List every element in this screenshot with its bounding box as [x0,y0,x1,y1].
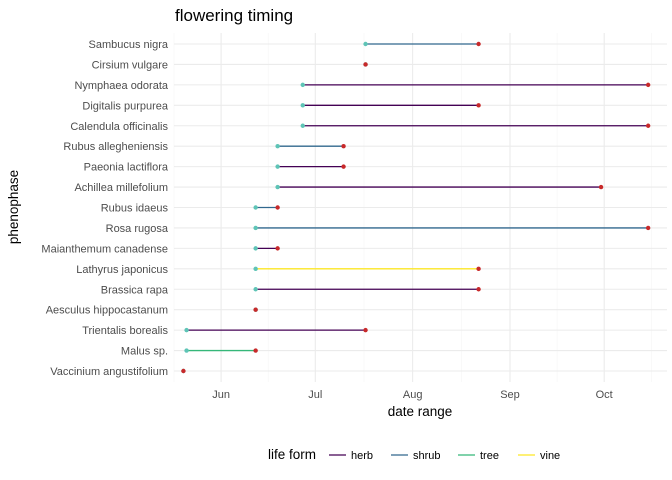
legend-label-vine: vine [540,450,560,462]
end-point [476,266,481,272]
legend-label-shrub: shrub [413,450,441,462]
end-point [363,327,368,333]
start-point [275,164,280,169]
y-tick-label: Lathyrus japonicus [76,264,168,276]
start-point [253,266,258,272]
start-point [184,327,189,333]
points [181,41,651,374]
y-tick-label: Trientalis borealis [82,325,168,337]
legend-title: life form [268,447,316,462]
x-tick-label: Sep [500,389,520,401]
end-point [363,62,368,67]
y-tick-label: Rubus allegheniensis [63,141,168,153]
legend: life form herb shrub tree vine [268,447,560,462]
end-point [341,143,346,149]
end-point [476,287,481,292]
y-tick-label: Achillea millefolium [74,182,168,194]
end-point [341,164,346,169]
start-point [300,82,305,88]
x-tick-label: Oct [596,389,613,401]
start-point [275,143,280,149]
end-point [645,123,651,128]
y-tick-label: Brassica rapa [101,284,169,296]
end-point [275,246,280,251]
y-tick-label: Cirsium vulgare [92,59,168,71]
legend-label-tree: tree [480,450,499,462]
start-point [184,348,189,353]
y-tick-label: Calendula officinalis [70,121,168,133]
end-point [645,82,651,88]
start-point [275,184,280,190]
x-axis-label: date range [388,404,453,419]
end-point [645,225,651,231]
x-tick-label: Jun [212,389,230,401]
x-tick-label: Aug [403,389,423,401]
end-point [476,103,481,108]
start-point [253,225,258,231]
start-point [253,287,258,292]
end-point [253,307,258,312]
y-tick-label: Aesculus hippocastanum [46,305,168,317]
legend-label-herb: herb [351,450,373,462]
y-tick-label: Nymphaea odorata [74,80,168,92]
y-tick-label: Digitalis purpurea [82,100,168,112]
start-point [300,123,305,128]
end-point [476,41,481,47]
y-tick-label: Sambucus nigra [89,39,169,51]
x-axis-ticks: Jun Jul Aug Sep Oct [212,389,613,401]
start-point [253,205,258,210]
end-point [253,348,258,353]
y-tick-label: Maianthemum canadense [41,243,168,255]
chart-title: flowering timing [175,6,293,25]
y-tick-label: Rosa rugosa [106,223,169,235]
end-point [181,368,186,374]
start-point [253,246,258,251]
start-point [300,103,305,108]
x-tick-label: Jul [308,389,322,401]
y-tick-label: Vaccinium angustifolium [50,366,168,378]
y-axis-ticks: Sambucus nigra Cirsium vulgare Nymphaea od… [41,39,168,378]
legend-items: herb shrub tree vine [329,450,560,462]
start-point [363,41,368,47]
y-axis-label: phenophase [6,170,21,244]
segments [186,43,649,352]
y-tick-label: Rubus idaeus [101,203,169,215]
end-point [275,205,280,210]
y-tick-label: Paeonia lactiflora [84,162,169,174]
end-point [598,184,604,190]
y-tick-label: Malus sp. [121,346,168,358]
